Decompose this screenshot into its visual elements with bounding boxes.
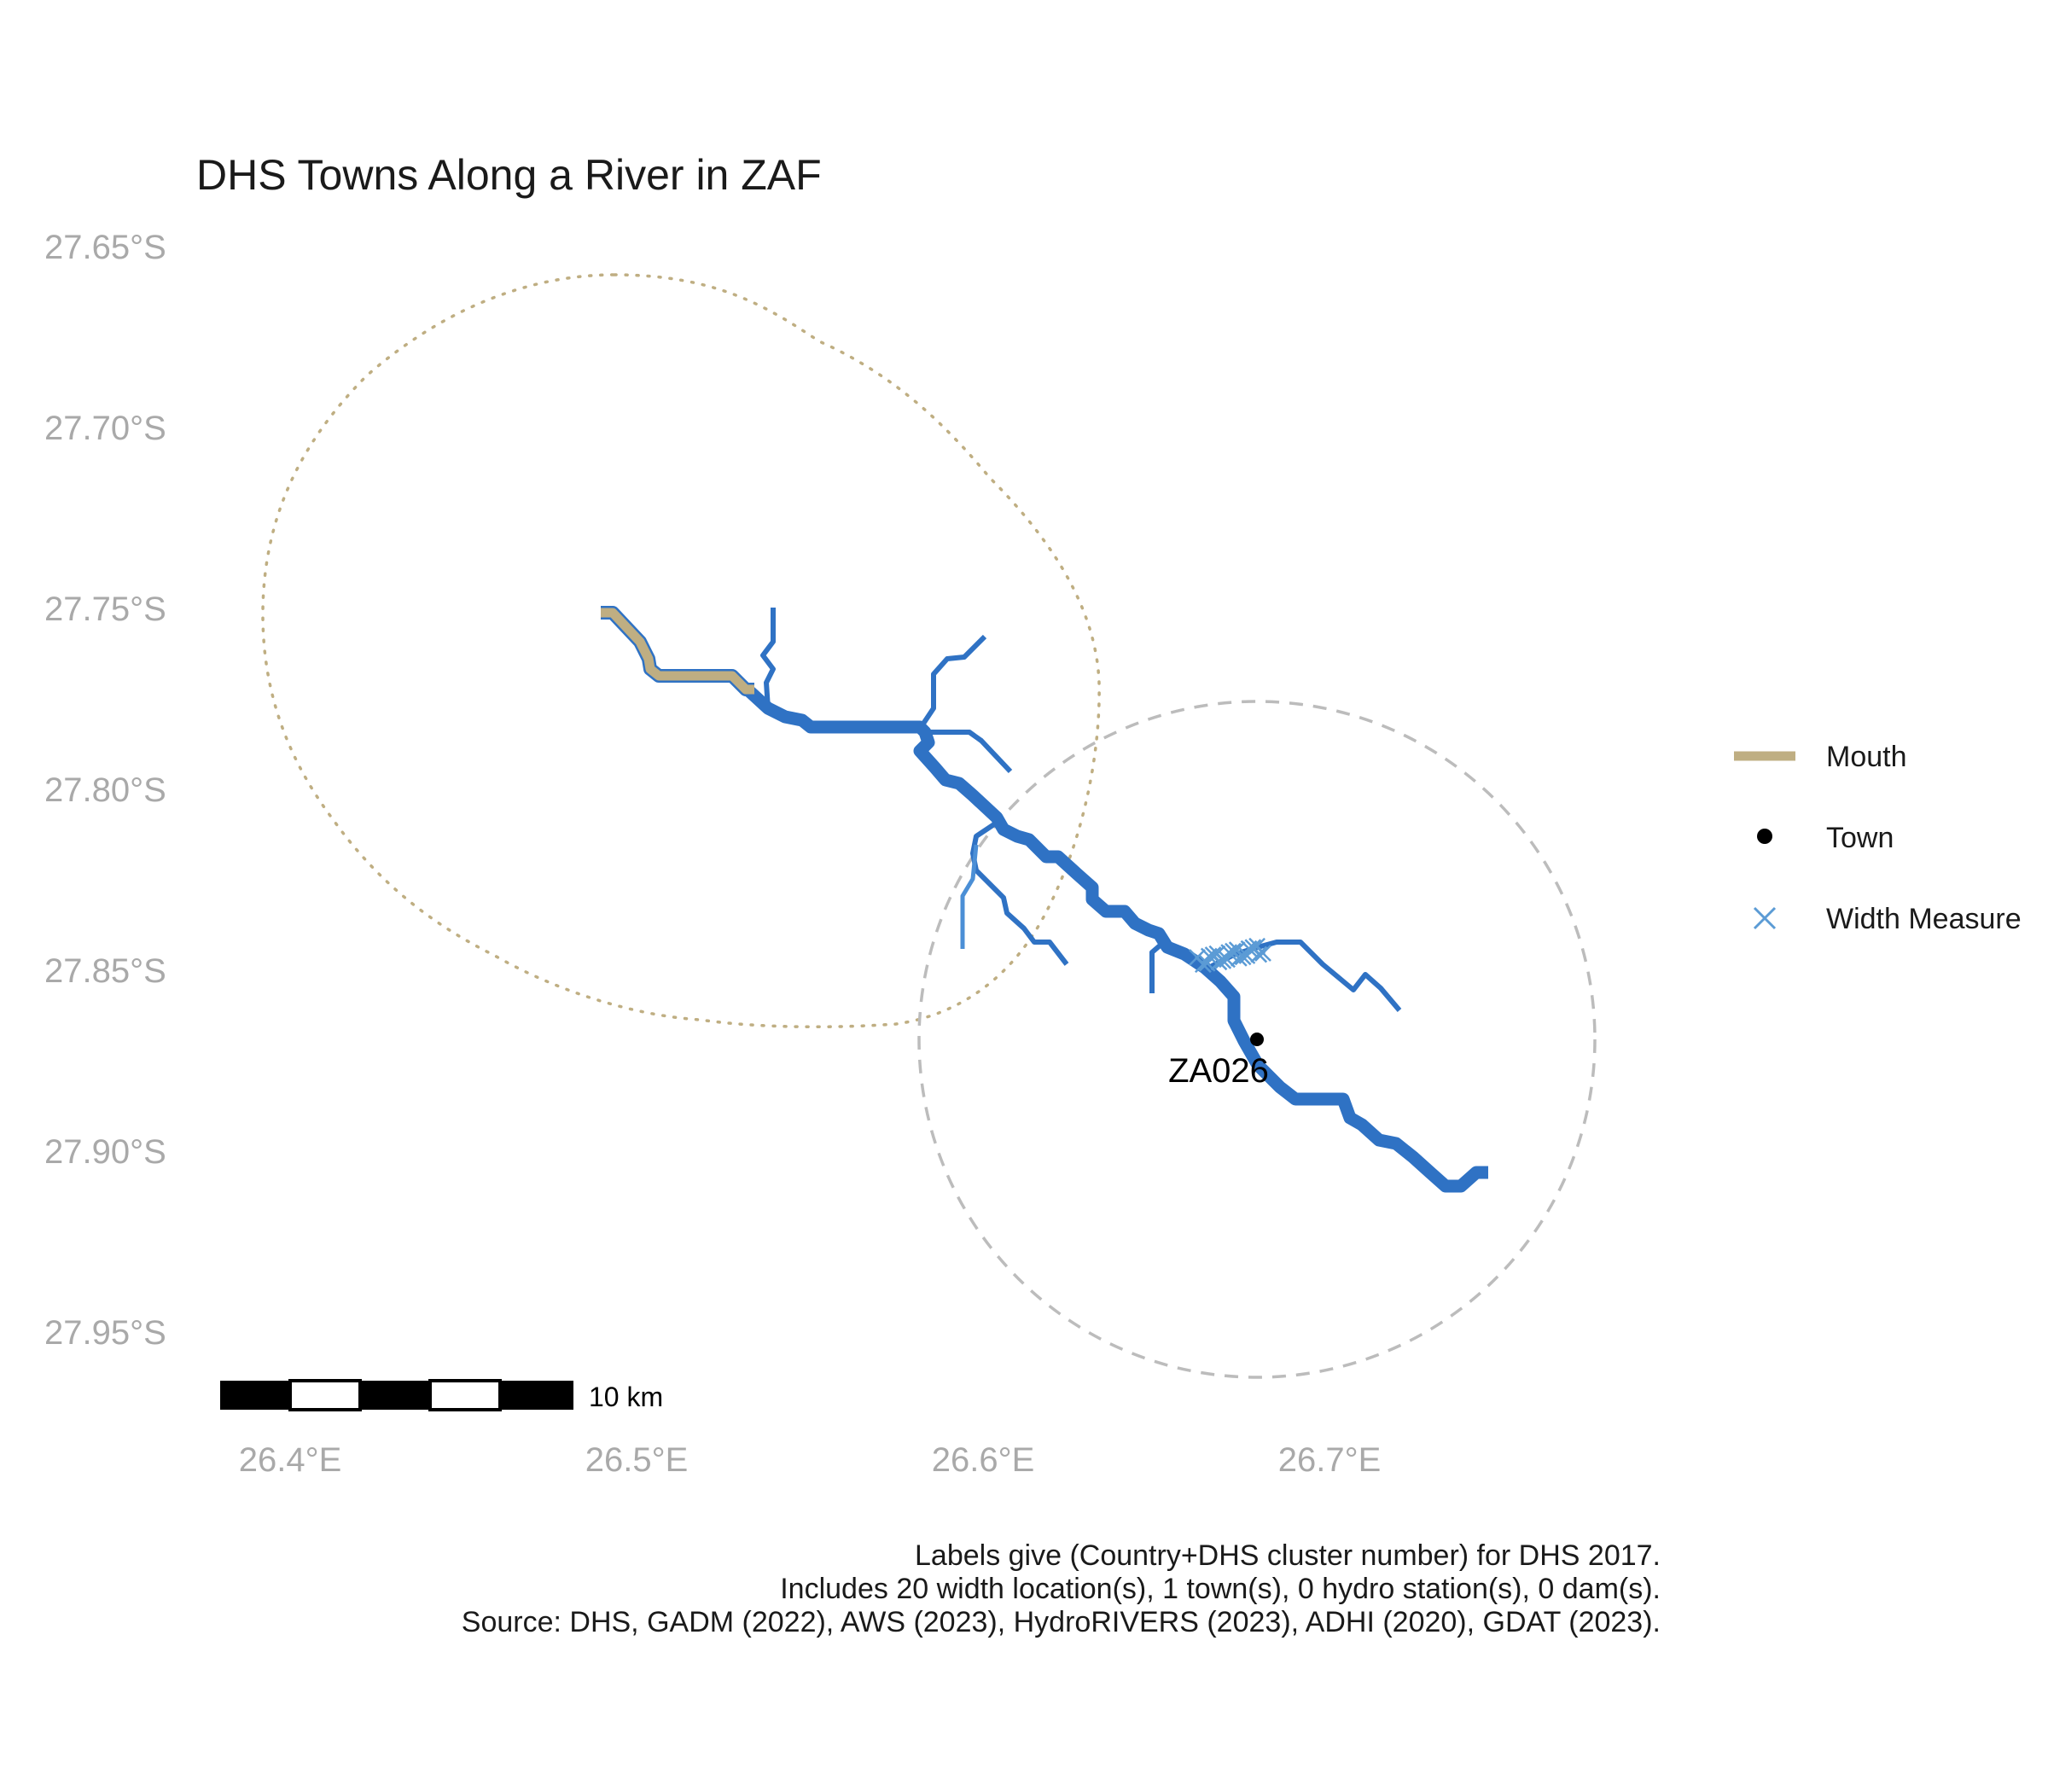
tributary (760, 608, 776, 709)
lat-tick-label: 27.85°S (44, 952, 166, 990)
lon-tick-label: 26.6°E (932, 1441, 1035, 1479)
legend: Mouth Town Width Measure (1734, 741, 2022, 935)
width-measure-marker (1254, 945, 1271, 962)
caption-line: Source: DHS, GADM (2022), AWS (2023), Hy… (462, 1606, 1661, 1638)
mouth-line (601, 608, 754, 695)
lat-tick-label: 27.90°S (44, 1133, 166, 1171)
lon-axis: 26.4°E 26.5°E 26.6°E 26.7°E (239, 1441, 1382, 1479)
town-buffer (917, 700, 1597, 1379)
lon-tick-label: 26.5°E (585, 1441, 689, 1479)
tributary (960, 844, 979, 949)
scale-bar: 10 km (220, 1379, 663, 1412)
lat-tick-label: 27.70°S (44, 410, 166, 447)
main-river (742, 684, 1488, 1193)
caption: Labels give (Country+DHS cluster number)… (462, 1539, 1661, 1638)
scale-bar-segment (288, 1379, 362, 1411)
lon-tick-label: 26.4°E (239, 1441, 342, 1479)
width-measures (1189, 937, 1271, 974)
town-label: ZA026 (1168, 1052, 1269, 1090)
scale-bar-segment (500, 1381, 573, 1410)
lat-tick-label: 27.95°S (44, 1314, 166, 1352)
scale-bar-segment (360, 1381, 430, 1410)
town-marker-group: ZA026 (1168, 1033, 1269, 1090)
mouth-buffer (261, 273, 1101, 1029)
lat-tick-label: 27.75°S (44, 591, 166, 628)
lat-axis: 27.65°S 27.70°S 27.75°S 27.80°S 27.85°S … (44, 229, 166, 1352)
lat-tick-label: 27.80°S (44, 771, 166, 809)
tributary (921, 634, 987, 725)
scale-bar-label: 10 km (589, 1382, 663, 1412)
legend-label: Mouth (1826, 741, 1907, 773)
mouth-segment (601, 606, 754, 696)
legend-label: Width Measure (1826, 903, 2022, 935)
caption-line: Labels give (Country+DHS cluster number)… (915, 1539, 1661, 1572)
scale-bar-segment (220, 1381, 290, 1410)
town-point[interactable] (1250, 1033, 1264, 1046)
legend-swatch-width-measure (1753, 906, 1777, 930)
lat-tick-label: 27.65°S (44, 229, 166, 266)
river-tributaries (760, 608, 1402, 1012)
legend-swatch-town (1757, 829, 1772, 844)
map-title: DHS Towns Along a River in ZAF (196, 151, 822, 199)
caption-line: Includes 20 width location(s), 1 town(s)… (780, 1573, 1661, 1605)
legend-label: Town (1826, 822, 1894, 854)
lon-tick-label: 26.7°E (1278, 1441, 1382, 1479)
scale-bar-segment (428, 1379, 502, 1411)
tributary (923, 730, 1013, 774)
